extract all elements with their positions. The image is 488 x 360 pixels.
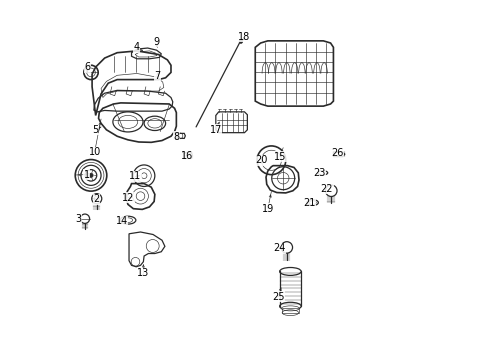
Text: 26: 26 bbox=[331, 148, 343, 158]
Text: 11: 11 bbox=[129, 171, 141, 181]
Text: 23: 23 bbox=[313, 168, 325, 178]
Text: 8: 8 bbox=[173, 132, 179, 142]
Text: 19: 19 bbox=[261, 204, 273, 214]
Text: 22: 22 bbox=[320, 184, 332, 194]
Text: 18: 18 bbox=[238, 32, 250, 41]
Text: 24: 24 bbox=[273, 243, 285, 253]
Text: 17: 17 bbox=[209, 125, 222, 135]
Text: 20: 20 bbox=[255, 155, 267, 165]
Text: 21: 21 bbox=[302, 198, 315, 208]
Text: 12: 12 bbox=[122, 193, 134, 203]
Ellipse shape bbox=[281, 306, 299, 311]
Text: 14: 14 bbox=[116, 216, 128, 226]
Text: 6: 6 bbox=[84, 62, 90, 72]
Text: 3: 3 bbox=[76, 215, 81, 224]
Circle shape bbox=[89, 173, 93, 177]
Text: 2: 2 bbox=[93, 194, 100, 204]
Text: 9: 9 bbox=[153, 37, 160, 47]
Text: 13: 13 bbox=[137, 268, 149, 278]
Text: 4: 4 bbox=[134, 42, 140, 52]
Text: 5: 5 bbox=[92, 125, 99, 135]
Circle shape bbox=[239, 40, 242, 43]
Text: 15: 15 bbox=[274, 152, 286, 162]
Text: 25: 25 bbox=[272, 292, 284, 302]
Text: 7: 7 bbox=[154, 71, 161, 81]
Text: 10: 10 bbox=[88, 147, 101, 157]
Text: 1: 1 bbox=[83, 170, 90, 180]
Text: 16: 16 bbox=[181, 150, 193, 161]
